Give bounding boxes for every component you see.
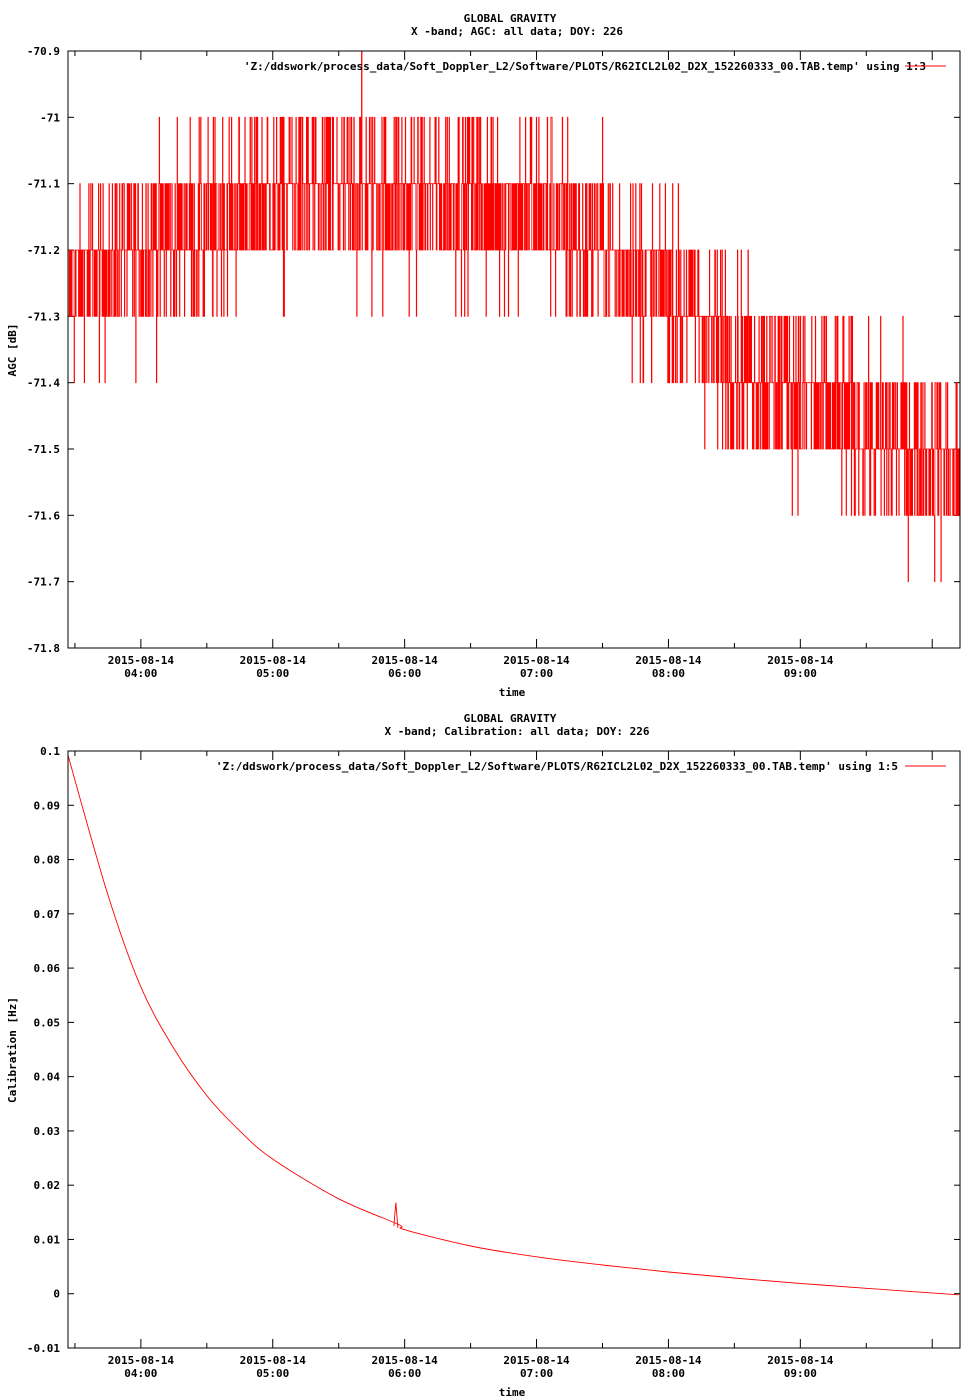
calibration-series-line: [67, 756, 959, 1296]
y-tick-label: -71.7: [27, 576, 60, 589]
chart2-subtitle: X -band; Calibration: all data; DOY: 226: [385, 725, 650, 738]
x-tick-date-label: 2015-08-14: [767, 654, 834, 667]
calibration-spike: [393, 1202, 399, 1228]
y-tick-label: 0.07: [34, 908, 61, 921]
x-tick-date-label: 2015-08-14: [372, 654, 439, 667]
chart2-plot-frame: [67, 750, 961, 1349]
x-tick-time-label: 09:00: [784, 1367, 817, 1380]
y-tick-label: 0.08: [34, 854, 61, 867]
x-tick-time-label: 08:00: [652, 1367, 685, 1380]
y-tick-label: 0.03: [34, 1125, 61, 1138]
x-tick-date-label: 2015-08-14: [108, 1354, 175, 1367]
calibration-chart: GLOBAL GRAVITY X -band; Calibration: all…: [6, 712, 961, 1399]
y-tick-label: -71.1: [27, 178, 60, 191]
y-tick-label: 0: [53, 1288, 60, 1301]
x-tick-date-label: 2015-08-14: [635, 1354, 702, 1367]
x-tick-time-label: 05:00: [256, 1367, 289, 1380]
x-tick-date-label: 2015-08-14: [767, 1354, 834, 1367]
chart1-ylabel: AGC [dB]: [6, 324, 19, 377]
chart2-ticks: 0.1 0.09 0.08 0.07 0.06 0.05 0.04 0.03 0.02 0.01 0…: [27, 745, 960, 1380]
y-tick-label: -71.6: [27, 509, 60, 522]
y-tick-label: -71.3: [27, 310, 60, 323]
y-tick-label: -71.8: [27, 642, 60, 655]
x-tick-time-label: 04:00: [124, 1367, 157, 1380]
x-tick-time-label: 09:00: [784, 667, 817, 680]
y-tick-label: 0.02: [34, 1179, 61, 1192]
chart1-ticks: -70.9 -71 -71.1 -71.2 -71.3 -71.4 -71.5 -71.6 -7…: [27, 45, 960, 680]
x-tick-time-label: 07:00: [520, 667, 553, 680]
x-tick-time-label: 08:00: [652, 667, 685, 680]
agc-series-line: [68, 51, 960, 583]
x-tick-date-label: 2015-08-14: [372, 1354, 439, 1367]
chart2-ylabel: Calibration [Hz]: [6, 997, 19, 1103]
chart2-legend-label: 'Z:/ddswork/process_data/Soft_Doppler_L2…: [216, 760, 898, 773]
x-tick-date-label: 2015-08-14: [108, 654, 175, 667]
chart1-series: [68, 51, 960, 583]
x-tick-time-label: 06:00: [388, 667, 421, 680]
y-tick-label: 0.09: [34, 799, 61, 812]
y-tick-label: 0.04: [34, 1071, 61, 1084]
chart2-series: [67, 756, 959, 1296]
chart1-xlabel: time: [499, 686, 526, 699]
y-tick-label: -0.01: [27, 1342, 60, 1355]
chart1-title: GLOBAL GRAVITY: [464, 12, 557, 25]
chart1-plot-frame: [67, 50, 961, 649]
x-tick-time-label: 04:00: [124, 667, 157, 680]
y-tick-label: 0.05: [34, 1016, 61, 1029]
y-tick-label: -70.9: [27, 45, 60, 58]
chart1-subtitle: X -band; AGC: all data; DOY: 226: [411, 25, 623, 38]
y-tick-label: 0.1: [40, 745, 60, 758]
x-tick-date-label: 2015-08-14: [240, 654, 307, 667]
x-tick-date-label: 2015-08-14: [635, 654, 702, 667]
y-tick-label: -71.4: [27, 377, 60, 390]
agc-chart: GLOBAL GRAVITY X -band; AGC: all data; D…: [6, 12, 961, 699]
chart2-xlabel: time: [499, 1386, 526, 1399]
y-tick-label: 0.01: [34, 1233, 61, 1246]
chart1-legend-label: 'Z:/ddswork/process_data/Soft_Doppler_L2…: [244, 60, 926, 73]
x-tick-date-label: 2015-08-14: [240, 1354, 307, 1367]
x-tick-time-label: 07:00: [520, 1367, 553, 1380]
x-tick-time-label: 06:00: [388, 1367, 421, 1380]
x-tick-time-label: 05:00: [256, 667, 289, 680]
y-tick-label: -71: [40, 111, 60, 124]
x-tick-date-label: 2015-08-14: [503, 654, 570, 667]
y-tick-label: -71.5: [27, 443, 60, 456]
x-tick-date-label: 2015-08-14: [503, 1354, 570, 1367]
chart2-title: GLOBAL GRAVITY: [464, 712, 557, 725]
y-tick-label: -71.2: [27, 244, 60, 257]
y-tick-label: 0.06: [34, 962, 61, 975]
